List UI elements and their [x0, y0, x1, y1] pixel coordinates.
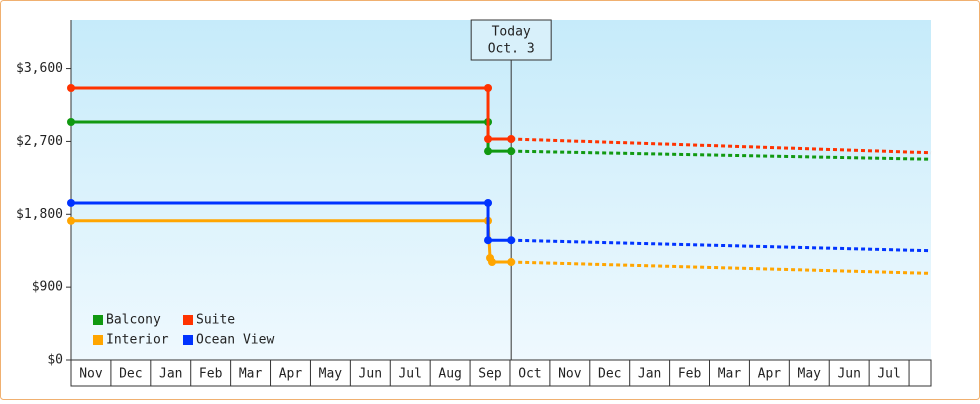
x-tick-label: Dec	[119, 367, 142, 382]
legend-label: Suite	[196, 313, 235, 328]
legend-swatch	[93, 315, 103, 325]
y-tick-label: $900	[32, 280, 63, 295]
price-point	[484, 236, 493, 245]
x-tick-label: Nov	[558, 367, 582, 382]
x-tick-label: Sep	[478, 367, 502, 382]
x-tick-label: Jun	[837, 367, 860, 382]
y-tick-label: $1,800	[16, 207, 63, 222]
price-point	[67, 118, 75, 126]
price-point	[484, 135, 493, 143]
x-tick-label: Apr	[758, 367, 782, 382]
price-point	[67, 216, 75, 225]
x-tick-label: Jan	[638, 367, 661, 382]
y-tick-label: $3,600	[16, 61, 63, 76]
legend-swatch	[183, 315, 193, 325]
x-tick-label: Feb	[199, 367, 223, 382]
legend-label: Ocean View	[196, 333, 274, 348]
price-point	[507, 258, 516, 267]
x-axis-strip	[70, 359, 932, 387]
price-point	[67, 84, 75, 92]
x-tick-label: Oct	[518, 367, 541, 382]
price-point	[507, 236, 516, 245]
legend-swatch	[93, 335, 103, 345]
today-box	[470, 19, 552, 61]
today-label: Oct. 3	[488, 42, 535, 57]
forecast-line	[511, 137, 932, 155]
legend-swatch	[183, 335, 193, 345]
plot-area	[71, 20, 931, 360]
x-tick-label: Mar	[239, 367, 263, 382]
price-point	[67, 198, 75, 207]
x-tick-label: Jul	[398, 367, 421, 382]
legend-label: Balcony	[106, 313, 161, 328]
price-line	[71, 86, 512, 141]
x-tick-label: Nov	[79, 367, 103, 382]
price-point	[484, 147, 493, 156]
x-tick-label: Jan	[159, 367, 182, 382]
x-tick-label: Dec	[598, 367, 621, 382]
y-tick-label: $2,700	[16, 134, 63, 149]
x-tick-label: Jul	[877, 367, 900, 382]
price-point	[507, 147, 516, 156]
price-point	[484, 198, 493, 207]
price-point	[488, 258, 497, 267]
today-label: Today	[492, 25, 531, 40]
legend-label: Interior	[106, 333, 169, 348]
x-tick-label: Mar	[718, 367, 742, 382]
price-point	[484, 84, 493, 92]
x-tick-label: Apr	[279, 367, 303, 382]
x-tick-label: May	[319, 367, 343, 382]
price-point	[507, 135, 516, 143]
y-tick-label: $0	[47, 353, 63, 368]
price-line	[71, 201, 512, 242]
x-tick-label: Aug	[438, 367, 461, 382]
x-tick-label: May	[798, 367, 822, 382]
x-tick-label: Feb	[678, 367, 702, 382]
x-tick-label: Jun	[359, 367, 382, 382]
